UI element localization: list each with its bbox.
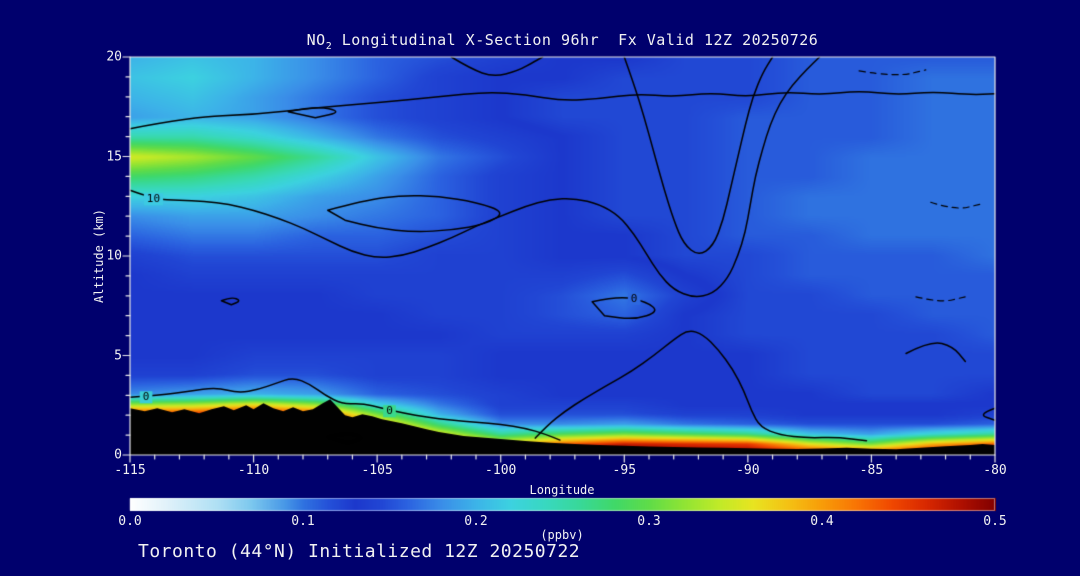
init-info-label: Toronto (44°N) Initialized 12Z 20250722 (138, 541, 581, 562)
plot-title: NO2 Longitudinal X-Section 96hr Fx Valid… (130, 31, 995, 52)
plot-title-text: Longitudinal X-Section 96hr Fx Valid 12Z… (332, 31, 819, 49)
colorbar-units-label: (ppbv) (540, 528, 584, 542)
plot-title-species: NO (306, 31, 326, 49)
x-axis-title: Longitude (529, 483, 595, 497)
y-axis-title: Altitude (km) (92, 209, 106, 303)
plot-title-subscript: 2 (325, 41, 333, 52)
